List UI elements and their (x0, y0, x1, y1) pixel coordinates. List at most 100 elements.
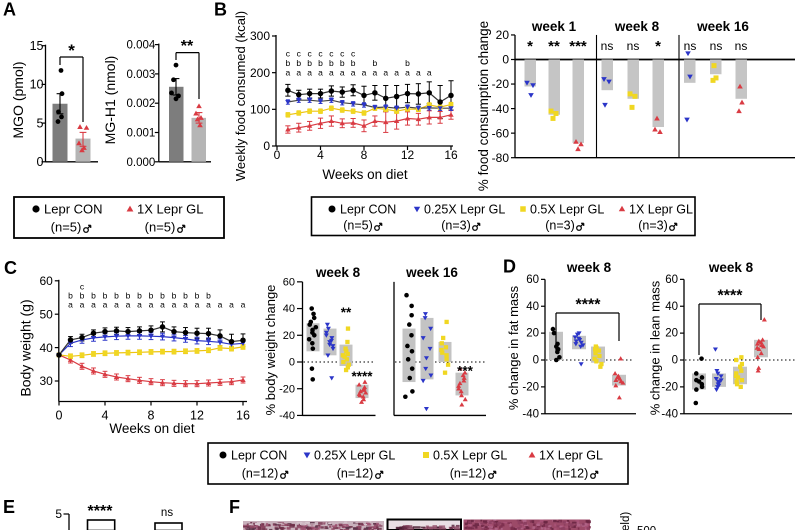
svg-text:b: b (114, 291, 119, 301)
svg-text:0: 0 (37, 155, 44, 169)
svg-text:-40: -40 (522, 408, 539, 420)
svg-text:b: b (160, 291, 165, 301)
svg-text:a: a (137, 300, 142, 310)
svg-text:ns: ns (601, 39, 614, 53)
svg-text:A: A (3, 0, 16, 20)
svg-text:Lepr CON: Lepr CON (231, 449, 287, 463)
svg-text:20: 20 (283, 330, 295, 342)
svg-text:a: a (241, 300, 246, 310)
svg-text:week 8: week 8 (708, 260, 754, 275)
svg-text:MG-H1 (nmol): MG-H1 (nmol) (102, 56, 118, 145)
svg-text:week 8: week 8 (566, 260, 612, 275)
svg-text:5: 5 (55, 507, 62, 521)
svg-text:100: 100 (250, 103, 270, 117)
svg-text:a: a (318, 68, 323, 78)
svg-text:-40: -40 (661, 408, 678, 420)
svg-text:a: a (383, 68, 388, 78)
svg-text:40: 40 (665, 301, 678, 313)
svg-text:20: 20 (496, 28, 510, 42)
svg-text:(n=12): (n=12) (242, 467, 278, 481)
svg-text:MGO (pmol): MGO (pmol) (10, 62, 26, 139)
svg-text:****: **** (576, 297, 602, 314)
svg-text:c: c (297, 49, 302, 59)
svg-text:a: a (126, 300, 131, 310)
svg-text:***: *** (457, 364, 474, 379)
svg-text:a: a (160, 300, 165, 310)
svg-text:(n=3): (n=3) (638, 219, 668, 233)
svg-text:60: 60 (526, 274, 539, 286)
svg-text:B: B (214, 0, 227, 20)
svg-text:% body weight change: % body weight change (263, 285, 278, 416)
svg-text:0.003: 0.003 (127, 69, 156, 81)
svg-text:b: b (206, 291, 211, 301)
svg-text:a: a (114, 300, 119, 310)
svg-text:Weeks on diet: Weeks on diet (109, 421, 195, 436)
svg-text:*: * (68, 41, 75, 60)
svg-text:Lepr CON: Lepr CON (340, 203, 396, 217)
svg-text:b: b (318, 58, 323, 68)
svg-text:% change in fat mass: % change in fat mass (506, 285, 521, 410)
svg-text:(n=3): (n=3) (441, 219, 471, 233)
svg-text:20: 20 (526, 328, 539, 340)
svg-text:week 16: week 16 (405, 265, 458, 280)
svg-text:F: F (229, 497, 240, 517)
svg-text:c: c (351, 49, 356, 59)
svg-text:30: 30 (39, 374, 53, 388)
svg-text:b: b (91, 291, 96, 301)
svg-text:b: b (373, 58, 378, 68)
svg-text:c: c (307, 49, 312, 59)
svg-text:a: a (80, 300, 85, 310)
svg-text:0.5X Lepr GL: 0.5X Lepr GL (530, 203, 604, 217)
svg-text:(n=12): (n=12) (552, 467, 588, 481)
svg-text:a: a (206, 300, 211, 310)
svg-text:b: b (405, 58, 410, 68)
svg-text:c: c (286, 49, 291, 59)
svg-text:b: b (68, 291, 73, 301)
svg-text:b: b (351, 58, 356, 68)
svg-text:8: 8 (148, 409, 155, 423)
svg-text:a: a (68, 300, 73, 310)
svg-text:4: 4 (102, 409, 109, 423)
svg-text:0: 0 (56, 409, 63, 423)
svg-text:a: a (405, 68, 410, 78)
svg-text:50: 50 (39, 307, 53, 321)
svg-text:C: C (4, 258, 17, 278)
svg-text:b: b (126, 291, 131, 301)
svg-text:b: b (80, 291, 85, 301)
svg-text:a: a (340, 68, 345, 78)
svg-text:a: a (149, 300, 154, 310)
svg-text:b: b (329, 58, 334, 68)
svg-text:**: ** (181, 38, 194, 55)
svg-text:40: 40 (283, 303, 295, 315)
svg-text:0: 0 (502, 53, 509, 67)
svg-text:a: a (307, 68, 312, 78)
svg-text:a: a (394, 68, 399, 78)
svg-text:a: a (427, 68, 432, 78)
svg-text:0.002: 0.002 (127, 98, 156, 110)
svg-text:(n=12): (n=12) (450, 467, 486, 481)
svg-text:40: 40 (39, 341, 53, 355)
svg-text:b: b (103, 291, 108, 301)
svg-text:Weekly food consumed (kcal): Weekly food consumed (kcal) (233, 11, 248, 181)
svg-text:0: 0 (672, 355, 678, 367)
svg-text:300: 300 (250, 29, 270, 43)
svg-text:c: c (340, 49, 345, 59)
svg-text:a: a (351, 68, 356, 78)
svg-text:0.004: 0.004 (127, 40, 156, 52)
svg-text:16: 16 (236, 409, 250, 423)
svg-text:ns: ns (627, 39, 640, 53)
svg-text:0.25X Lepr GL: 0.25X Lepr GL (314, 449, 395, 463)
svg-text:ns: ns (710, 39, 723, 53)
svg-text:Weeks on diet: Weeks on diet (322, 167, 408, 182)
svg-text:ns: ns (684, 39, 697, 53)
svg-text:(n=5): (n=5) (51, 220, 82, 235)
svg-text:Lepr CON: Lepr CON (44, 202, 103, 217)
svg-text:**: ** (548, 38, 560, 55)
svg-text:5: 5 (37, 116, 44, 130)
svg-text:a: a (329, 68, 334, 78)
svg-text:b: b (183, 291, 188, 301)
svg-text:0: 0 (289, 357, 295, 369)
svg-text:-60: -60 (492, 126, 510, 140)
svg-text:a: a (195, 300, 200, 310)
svg-text:Body weight (g): Body weight (g) (18, 299, 34, 396)
